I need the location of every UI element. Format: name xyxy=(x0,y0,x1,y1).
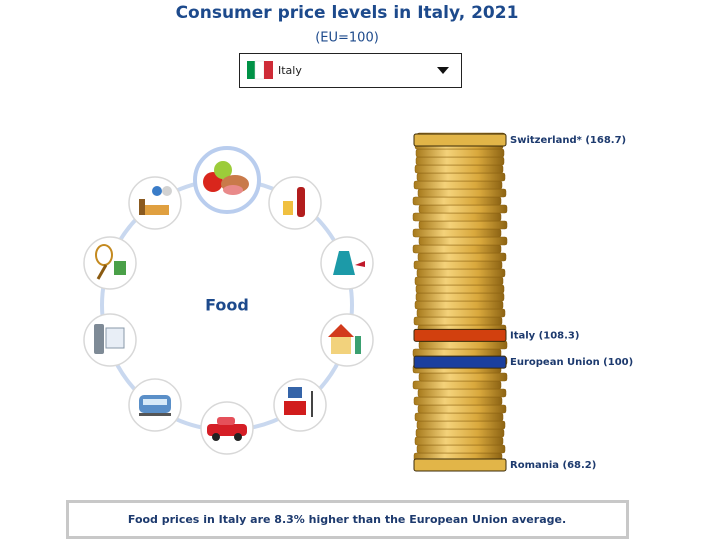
icon-shape xyxy=(355,336,361,354)
flag-red xyxy=(264,61,273,79)
coin xyxy=(416,444,506,454)
icon-shape xyxy=(333,251,355,275)
coin xyxy=(418,340,508,350)
coin xyxy=(413,260,503,270)
coin xyxy=(415,292,505,302)
icon-shape xyxy=(139,199,145,215)
coin xyxy=(418,236,508,246)
category-icon-drinks[interactable] xyxy=(268,176,322,230)
coin xyxy=(412,380,502,390)
category-icon-communication[interactable] xyxy=(83,313,137,367)
coin xyxy=(416,308,506,318)
icon-shape xyxy=(234,433,242,441)
coin xyxy=(414,276,504,286)
coin xyxy=(414,164,504,174)
coin xyxy=(414,300,504,310)
icon-shape xyxy=(139,205,169,215)
category-icon-furnishings[interactable] xyxy=(273,378,327,432)
coin xyxy=(417,388,507,398)
icon-shape xyxy=(328,324,354,337)
selected-category: Food xyxy=(205,296,249,315)
icon-shape xyxy=(212,433,220,441)
icon-shape xyxy=(284,401,306,415)
dropdown-box[interactable] xyxy=(239,53,462,88)
coin xyxy=(416,420,506,430)
country-dropdown[interactable]: Italy xyxy=(239,53,462,88)
icon-shape xyxy=(355,261,365,267)
coin xyxy=(415,428,505,438)
coin xyxy=(418,220,508,230)
coin xyxy=(412,196,502,206)
coin xyxy=(412,244,502,254)
icon-circle[interactable] xyxy=(128,176,182,230)
coin xyxy=(415,156,505,166)
flag-green xyxy=(247,61,255,79)
coin xyxy=(416,268,506,278)
coin xyxy=(417,404,507,414)
icon-shape xyxy=(288,387,302,398)
marker-label: European Union (100) xyxy=(510,357,633,368)
icon-shape xyxy=(223,185,243,195)
icon-shape xyxy=(96,264,108,280)
coin xyxy=(416,172,506,182)
category-icon-transport-car[interactable] xyxy=(200,401,254,455)
coin-stack: Switzerland* (168.7) Italy (108.3) Europea… xyxy=(412,132,633,472)
subtitle: (EU=100) xyxy=(315,31,379,46)
coin xyxy=(415,148,505,158)
coin xyxy=(414,412,504,422)
marker-label: Italy (108.3) xyxy=(510,330,579,341)
marker-label: Romania (68.2) xyxy=(510,460,596,471)
marker-coin xyxy=(413,355,507,369)
title: Consumer price levels in Italy, 2021 xyxy=(176,3,519,23)
marker-coin xyxy=(413,458,507,472)
coin xyxy=(417,188,507,198)
marker-label: Switzerland* (168.7) xyxy=(510,135,626,146)
icon-shape xyxy=(162,186,172,196)
coin xyxy=(412,212,502,222)
coin xyxy=(414,436,504,446)
footer-text: Food prices in Italy are 8.3% higher tha… xyxy=(128,513,566,526)
icon-circle[interactable] xyxy=(268,176,322,230)
marker-coin xyxy=(413,133,507,147)
icon-shape xyxy=(95,244,113,266)
dropdown-arrow[interactable] xyxy=(437,67,449,74)
category-icon-transport-services[interactable] xyxy=(128,378,182,432)
category-icon-clothing[interactable] xyxy=(320,236,374,290)
coin xyxy=(412,228,502,238)
coin xyxy=(415,284,505,294)
flag-white xyxy=(254,60,265,80)
icon-shape xyxy=(152,186,162,196)
category-icon-food[interactable] xyxy=(193,146,261,214)
footer-box xyxy=(66,500,629,539)
coin xyxy=(413,396,503,406)
dropdown-value[interactable]: Italy xyxy=(278,64,302,77)
icon-shape xyxy=(283,201,293,215)
icon-shape xyxy=(143,399,167,405)
icon-shape xyxy=(114,261,126,275)
icon-shape xyxy=(94,324,104,354)
coin xyxy=(413,180,503,190)
icon-shape xyxy=(217,417,235,425)
coin xyxy=(417,252,507,262)
coin xyxy=(418,372,508,382)
category-icon-housing[interactable] xyxy=(320,313,374,367)
category-icon-restaurants-hotels[interactable] xyxy=(128,176,182,230)
icon-shape xyxy=(139,413,171,416)
category-icon-recreation[interactable] xyxy=(83,236,137,290)
coin xyxy=(413,316,503,326)
marker-coin xyxy=(413,328,507,342)
icon-shape xyxy=(214,161,232,179)
icon-shape xyxy=(331,336,351,354)
icon-shape xyxy=(105,327,125,349)
icon-shape xyxy=(207,424,247,436)
icon-shape xyxy=(297,187,305,217)
coin xyxy=(418,204,508,214)
